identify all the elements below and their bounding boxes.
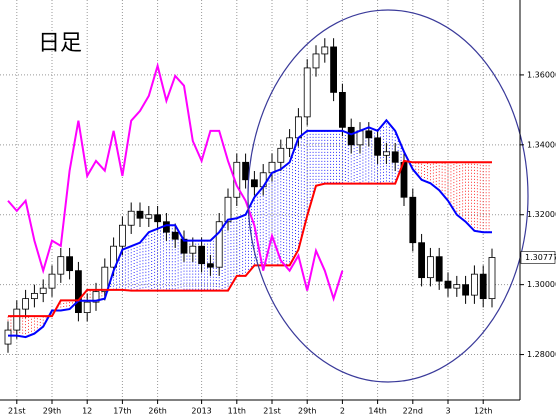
marks	[4, 38, 496, 353]
candle-body	[39, 287, 47, 294]
x-tick-label: 11th	[228, 407, 246, 416]
axis-labels: 1.28000 1.30000 1.32000 1.34000 1.36000 21st 2…	[8, 70, 556, 415]
candle-body	[435, 256, 443, 282]
candle-body	[224, 196, 232, 223]
candle-body	[347, 126, 355, 146]
candle-body	[92, 291, 100, 303]
x-tick-label: 14th	[368, 407, 386, 416]
candle-body	[250, 179, 258, 188]
chart-title: 日足	[38, 31, 82, 56]
candle-body	[119, 224, 126, 247]
y-tick-label: 1.28000	[527, 350, 556, 359]
candle-body	[338, 91, 346, 128]
candle-body	[215, 221, 223, 268]
candle-body	[418, 242, 426, 279]
x-tick-label: 3	[445, 407, 450, 416]
x-tick-label: 21st	[8, 407, 25, 416]
candle-body	[171, 231, 179, 240]
candle-body	[242, 161, 250, 181]
candle-body	[488, 257, 496, 300]
candle-body	[391, 151, 399, 163]
x-tick-label: 29th	[43, 407, 61, 416]
candle-body	[75, 270, 82, 314]
indicator-line	[8, 118, 492, 339]
x-tick-label: 26th	[148, 407, 166, 416]
candle-body	[365, 130, 373, 139]
x-tick-label: 17th	[113, 407, 131, 416]
candle-body	[127, 210, 135, 226]
candle-body	[382, 151, 390, 156]
candle-body	[48, 273, 56, 289]
candle-body	[303, 67, 311, 118]
indicator-line	[7, 62, 344, 302]
candle-body	[286, 137, 294, 149]
x-tick-label: 12	[82, 407, 92, 416]
x-tick-label: 22nd	[403, 407, 423, 416]
y-tick-label: 1.34000	[527, 140, 556, 149]
candle-body	[330, 46, 338, 93]
candle-body	[479, 273, 487, 300]
candle-body	[101, 266, 109, 293]
candle-body	[444, 280, 452, 289]
candle-body	[426, 256, 434, 279]
candle-body	[110, 245, 117, 268]
candle-body	[294, 116, 302, 139]
last-price-label: 1.30777	[525, 253, 556, 262]
candle-body	[13, 308, 21, 331]
candle-body	[189, 245, 197, 254]
candle-body	[198, 245, 206, 265]
x-tick-label: 12th	[474, 407, 492, 416]
x-tick-label: 29th	[298, 407, 316, 416]
candle-body	[453, 284, 461, 289]
x-tick-label: 21st	[263, 407, 280, 416]
candle-body	[462, 284, 470, 296]
candle-body	[57, 256, 65, 275]
candle-body	[83, 301, 91, 314]
last-price-box	[520, 251, 556, 264]
x-tick-label: 2	[340, 407, 345, 416]
candle-body	[22, 298, 30, 310]
candle-body	[4, 329, 12, 345]
x-tick-label: 2013	[191, 407, 211, 416]
candle-body	[66, 256, 73, 272]
highlight-circle	[247, 9, 529, 383]
candle-body	[136, 210, 144, 219]
candle-body	[206, 263, 214, 268]
candle-body	[277, 147, 285, 163]
candle-body	[409, 196, 417, 244]
indicator-line	[8, 159, 492, 318]
candle-body	[145, 214, 153, 219]
candle-body	[470, 273, 478, 296]
y-tick-label: 1.30000	[527, 280, 556, 289]
candle-body	[30, 292, 38, 300]
candle-body	[374, 137, 382, 156]
candle-body	[154, 214, 162, 223]
candle-body	[356, 130, 364, 146]
candle-body	[321, 46, 329, 55]
y-tick-label: 1.32000	[527, 210, 556, 219]
y-tick-label: 1.36000	[527, 70, 556, 79]
candle-body	[312, 53, 320, 69]
